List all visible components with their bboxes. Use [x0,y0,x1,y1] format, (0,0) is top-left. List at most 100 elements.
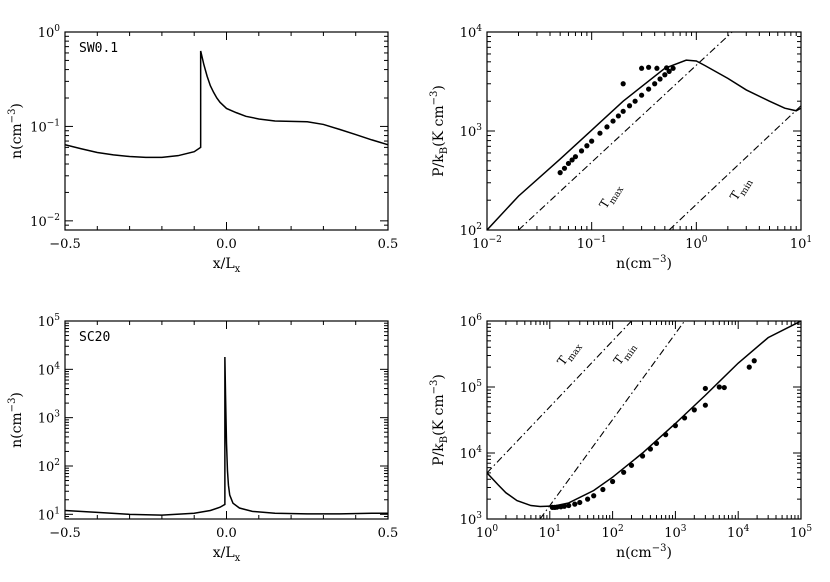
data-point [639,65,645,71]
y-tick-label: 103 [38,410,61,427]
tmax-isotherm-line [487,321,632,474]
x-tick-label: 100 [476,524,499,541]
x-tick-label: 0.0 [216,237,237,252]
data-point [621,469,627,475]
x-tick-label: 102 [601,524,623,541]
y-tick-label: 104 [38,361,61,378]
isotherm-annotation: Tmax [597,181,627,213]
tmin-isotherm-line [668,105,801,230]
data-point [584,143,590,149]
x-tick-label: 0.0 [216,526,237,541]
data-point [657,76,663,82]
x-tick-label: 105 [790,524,813,541]
data-point [600,486,606,493]
y-tick-label: 10−2 [30,213,60,230]
y-tick-label: 102 [38,458,60,475]
plot-frame [486,31,802,231]
density-curve [65,356,388,516]
data-point [662,72,668,78]
isotherm-annotation: Tmax [554,338,584,370]
equilibrium-curve [487,59,801,230]
x-tick-label: −0.5 [49,526,81,541]
tmin-isotherm-line [539,321,686,519]
x-tick-label: 0.5 [378,526,399,541]
data-point [566,502,572,509]
y-tick-label: 104 [460,24,483,41]
data-point [670,65,676,71]
y-axis-label: P/kB(K cm−3) [429,85,450,177]
data-point [620,81,626,87]
data-point [554,504,560,510]
data-point [577,499,583,506]
y-tick-label: 103 [460,123,483,140]
data-point [572,154,579,160]
data-point [746,364,752,370]
panel-phase-diagram-sw01: 10−2 10−1 100 101 102 103 104 n(cm−3) P/kB(K cm−… [429,24,812,272]
tmax-isotherm-line [518,32,733,230]
data-point [721,384,727,391]
data-point [569,157,575,163]
data-point [626,103,633,109]
density-curve [65,50,388,159]
y-tick-label: 100 [38,24,61,41]
y-tick-label: 102 [460,222,482,239]
y-tick-label: 103 [460,511,483,528]
panel-phase-diagram-sc20: 100 101 102 103 104 105 103 104 105 106 n(cm−3) P/k… [429,313,812,561]
data-point [646,86,652,92]
x-tick-label: 0.5 [378,237,399,252]
isotherm-annotation: Tmin [611,339,641,370]
x-tick-label: 10−1 [577,235,607,252]
data-point [557,170,563,176]
data-point [702,385,708,392]
isotherm-annotation: Tmin [727,174,756,205]
data-point [578,148,585,154]
y-tick-label: 105 [38,313,61,330]
x-axis-label: n(cm−3) [616,254,672,272]
data-point [652,81,658,87]
x-tick-label: 10−2 [472,235,502,252]
data-point [591,493,597,499]
data-point [664,65,670,71]
panel-label: SC20 [79,330,110,345]
y-tick-label: 10−1 [30,118,60,135]
data-point [572,501,578,507]
data-point [639,453,646,459]
panel-label: SW0.1 [79,41,118,56]
y-tick-label: 105 [460,379,483,396]
data-point [654,65,660,71]
data-point [639,92,645,98]
x-tick-label: −0.5 [49,237,81,252]
x-tick-label: 101 [539,524,561,541]
data-point [666,68,672,74]
data-point [565,160,572,167]
x-tick-label: 101 [790,235,812,252]
data-point [716,384,722,390]
data-point [751,358,757,364]
x-tick-label: 103 [664,524,687,541]
equilibrium-curve [487,321,801,508]
y-tick-label: 106 [460,313,483,330]
data-point [589,138,595,144]
data-point [597,130,603,136]
data-point [663,432,669,438]
x-axis-label: x/Lx [213,545,241,564]
y-axis-label: n(cm−3) [7,392,25,448]
x-axis-label: x/Lx [213,256,241,275]
data-point [653,440,660,446]
y-tick-label: 104 [460,445,483,462]
y-axis-label: P/kB(K cm−3) [429,374,450,466]
plot-frame [486,320,802,520]
data-point [604,124,610,130]
data-point [561,503,567,509]
data-point [585,496,591,502]
data-point [620,108,626,114]
panel-density-profile-sc20: −0.5 0.0 0.5 101 102 103 104 105 x/Lx n(cm−3) SC20 [7,313,398,564]
data-point [632,98,638,104]
data-point [681,415,688,421]
data-point [691,407,697,413]
data-point [702,402,708,408]
panel-density-profile-sw01: −0.5 0.0 0.5 10−2 10−1 100 x/Lx n(cm−3) SW0.1 [7,24,398,275]
data-point [610,478,616,485]
y-axis-label: n(cm−3) [7,103,25,159]
